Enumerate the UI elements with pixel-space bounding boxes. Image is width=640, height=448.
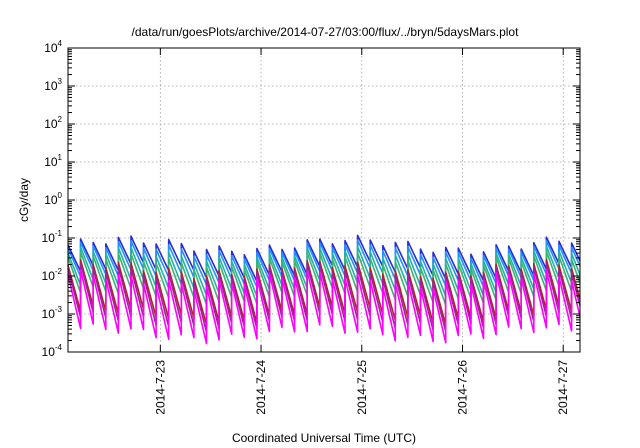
- y-tick-exponent: 3: [58, 77, 63, 86]
- y-tick-base: 10: [42, 231, 56, 245]
- y-tick-base: 10: [44, 155, 58, 169]
- y-tick-base: 10: [44, 79, 58, 93]
- y-tick-base: 10: [42, 307, 56, 321]
- series-lines: [67, 234, 581, 345]
- x-tick-label: 2014-7-25: [355, 360, 369, 415]
- y-tick-exponent: -2: [55, 267, 63, 276]
- y-tick-exponent: -3: [55, 305, 63, 314]
- y-tick-label: 104: [44, 39, 62, 55]
- x-tick-label: 2014-7-23: [153, 360, 167, 415]
- y-tick-label: 101: [44, 153, 62, 169]
- y-tick-exponent: 4: [58, 39, 63, 48]
- x-tick-label: 2014-7-24: [254, 360, 268, 415]
- y-axis-label: cGy/day: [17, 178, 31, 222]
- y-tick-label: 10-4: [42, 343, 63, 359]
- chart-title: /data/run/goesPlots/archive/2014-07-27/0…: [132, 25, 520, 39]
- y-tick-exponent: 0: [58, 191, 63, 200]
- y-tick-base: 10: [42, 345, 56, 359]
- x-axis-label: Coordinated Universal Time (UTC): [232, 431, 416, 445]
- series-line: [67, 269, 581, 345]
- y-tick-label: 10-1: [42, 229, 63, 245]
- y-tick-base: 10: [44, 193, 58, 207]
- y-tick-exponent: 2: [58, 115, 63, 124]
- y-tick-label: 10-2: [42, 267, 63, 283]
- y-tick-exponent: 1: [58, 153, 63, 162]
- y-tick-label: 103: [44, 77, 62, 93]
- x-tick-labels: 2014-7-23 2014-7-24 2014-7-25 2014-7-26 2014…: [153, 360, 570, 415]
- y-tick-label: 102: [44, 115, 62, 131]
- y-tick-base: 10: [44, 117, 58, 131]
- y-tick-base: 10: [44, 41, 58, 55]
- y-tick-exponent: -1: [55, 229, 63, 238]
- axis-ticks: [68, 47, 580, 353]
- y-tick-label: 10-3: [42, 305, 63, 321]
- y-tick-base: 10: [42, 269, 56, 283]
- y-tick-label: 100: [44, 191, 62, 207]
- x-tick-label: 2014-7-27: [556, 360, 570, 415]
- x-tick-label: 2014-7-26: [455, 360, 469, 415]
- y-tick-exponent: -4: [55, 343, 63, 352]
